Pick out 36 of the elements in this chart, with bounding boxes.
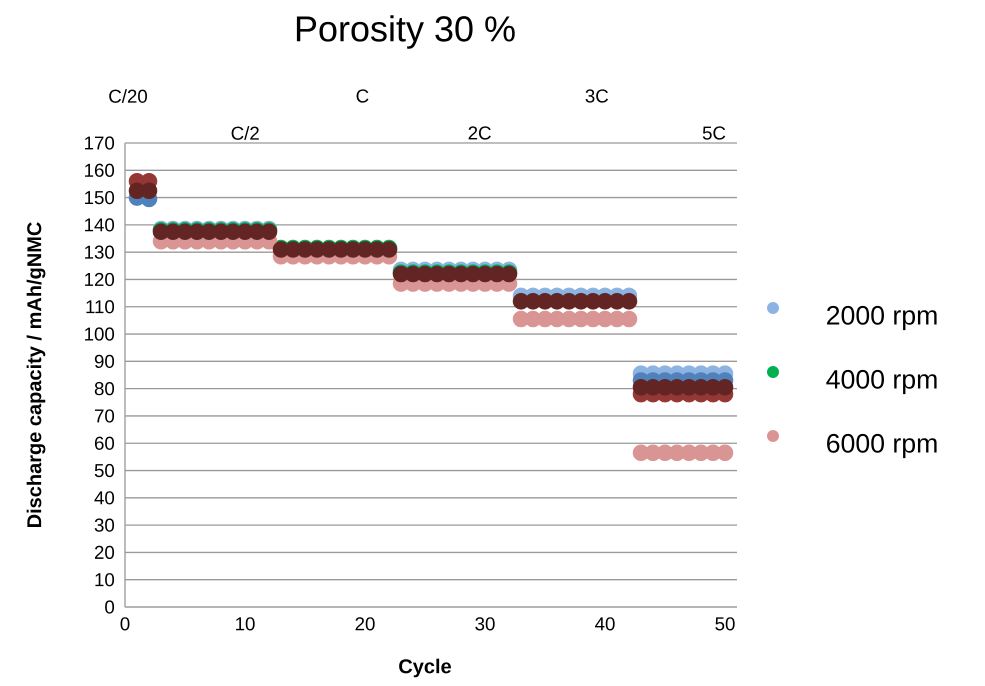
x-tick-label: 20	[356, 617, 375, 630]
x-axis-title: Cycle	[399, 658, 451, 678]
text: C	[356, 89, 368, 103]
text: 3C	[586, 89, 608, 103]
x-tick-label: 0	[120, 617, 130, 630]
y-tick-label: 100	[85, 327, 114, 341]
text: C/2	[232, 126, 259, 140]
y-tick-label: 40	[94, 491, 114, 504]
y-tick-label: 110	[86, 300, 114, 314]
y-tick-label: 30	[94, 518, 114, 532]
chart-title: Porosity 30 %	[296, 15, 515, 49]
text: C/20	[109, 89, 147, 103]
y-axis-title: Discharge capacity / mAh/gNMC	[26, 222, 46, 528]
y-tick-label: 150	[85, 190, 114, 204]
y-tick-label: 70	[94, 409, 114, 423]
y-tick-label: 80	[94, 382, 114, 396]
y-tick-label: 140	[85, 218, 114, 232]
x-tick-label: 10	[236, 617, 255, 630]
y-tick-label: 20	[94, 546, 114, 560]
x-tick-label: 50	[715, 617, 735, 630]
legend-label: 2000 rpm	[827, 306, 937, 330]
x-tick-label: 30	[475, 617, 495, 630]
y-tick-label: 170	[85, 136, 114, 150]
legend-label: 6000 rpm	[827, 434, 937, 458]
y-tick-label: 120	[85, 272, 114, 286]
text: 5C	[702, 126, 726, 140]
y-tick-label: 160	[85, 164, 114, 177]
legend-label: 4000 rpm	[826, 370, 937, 394]
y-tick-label: 130	[85, 246, 114, 259]
y-tick-label: 90	[94, 354, 114, 368]
y-tick-label: 0	[105, 600, 114, 614]
y-tick-label: 10	[95, 573, 114, 586]
y-tick-label: 60	[94, 436, 114, 450]
text: 2C	[468, 126, 491, 140]
y-tick-label: 50	[94, 464, 114, 478]
x-tick-label: 40	[595, 617, 615, 630]
